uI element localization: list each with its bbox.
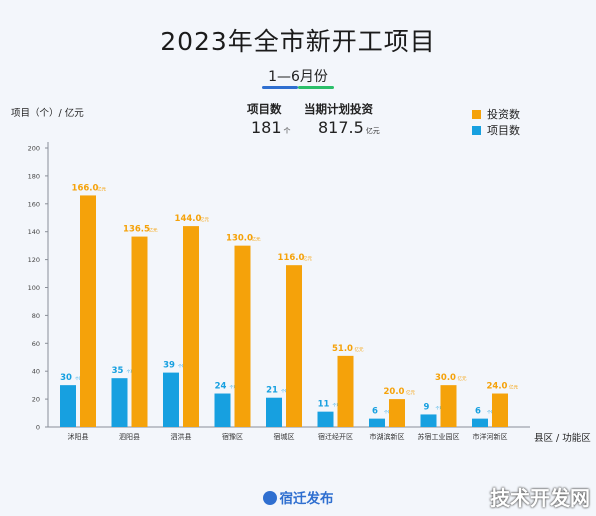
footer-label: 宿迁发布	[279, 491, 334, 507]
footer-brand: 宿迁发布	[0, 487, 596, 507]
data-label-investment: 24.0	[487, 382, 508, 392]
x-tick-label: 宿豫区	[222, 432, 243, 441]
bar-projects	[369, 418, 385, 427]
data-unit-investment: 亿元	[458, 375, 467, 382]
data-label-projects: 39	[163, 361, 175, 371]
y-tick-label: 180	[28, 172, 40, 180]
legend-label-invest: 投资数	[487, 108, 520, 121]
bar-projects	[472, 418, 488, 427]
x-tick-label: 泗洪县	[171, 432, 192, 441]
x-tick-label: 苏宿工业园区	[418, 432, 460, 441]
data-label-projects: 30	[60, 373, 72, 383]
y-tick-label: 80	[32, 312, 40, 320]
stat-label-projects: 项目数	[247, 102, 282, 116]
legend-item-projects: 项目数	[472, 122, 520, 138]
bar-projects	[214, 393, 231, 427]
x-tick-label: 宿城区	[274, 432, 295, 441]
data-label-projects: 9	[424, 402, 430, 412]
bar-investment	[234, 245, 251, 427]
data-label-investment: 144.0	[175, 214, 202, 224]
bar-projects	[317, 411, 334, 427]
stat-label-investment: 当期计划投资	[304, 102, 373, 116]
y-tick-label: 60	[32, 340, 40, 348]
data-label-investment: 166.0	[72, 183, 99, 193]
y-tick-label: 40	[32, 368, 40, 376]
data-label-projects: 24	[215, 382, 227, 392]
data-label-projects: 35	[112, 366, 124, 376]
bar-investment	[440, 385, 457, 427]
bar-investment	[337, 355, 354, 427]
stat-unit-projects: 个	[283, 127, 291, 135]
x-tick-label: 市洋河新区	[473, 432, 508, 441]
data-unit-investment: 亿元	[509, 384, 518, 391]
bar-projects	[60, 385, 76, 427]
data-label-investment: 51.0	[332, 344, 353, 354]
legend-swatch-invest	[472, 109, 481, 119]
data-label-investment: 20.0	[384, 387, 405, 397]
data-label-investment: 116.0	[278, 253, 305, 263]
data-unit-investment: 亿元	[200, 216, 209, 223]
legend-item-invest: 投资数	[472, 106, 520, 122]
y-tick-label: 0	[36, 424, 40, 432]
legend-label-projects: 项目数	[487, 124, 520, 137]
x-tick-label: 沭阳县	[68, 432, 89, 441]
period-underline-left	[262, 86, 298, 89]
bar-investment	[492, 393, 508, 427]
data-label-projects: 6	[475, 407, 481, 417]
y-tick-label: 160	[28, 200, 40, 208]
y-tick-label: 100	[28, 284, 40, 292]
data-unit-investment: 亿元	[149, 227, 158, 234]
y-axis-label: 项目（个）/ 亿元	[11, 108, 84, 119]
axis-layer: 0 20 40 60 80 100 120 140 160 180 200	[28, 142, 530, 432]
bar-investment	[80, 195, 96, 427]
stat-unit-investment: 亿元	[365, 127, 380, 135]
period-label: 1—6月份	[268, 69, 328, 85]
data-unit-investment: 亿元	[97, 185, 106, 192]
stat-number-projects: 181	[251, 118, 282, 137]
data-label-investment: 130.0	[226, 234, 253, 244]
data-unit-investment: 亿元	[406, 389, 415, 396]
legend-swatch-projects	[472, 125, 481, 135]
y-tick-label: 140	[28, 228, 40, 236]
bars-layer: 30个项目166.0亿元沭阳县35个项目136.5亿元泗阳县39个项目144.0…	[60, 183, 518, 441]
x-axis-label: 县区 / 功能区	[534, 433, 591, 444]
data-unit-investment: 亿元	[252, 236, 261, 243]
stat-number-investment: 817.5	[318, 118, 364, 137]
y-tick-label: 120	[28, 256, 40, 264]
data-unit-investment: 亿元	[355, 346, 364, 353]
y-tick-label: 20	[32, 396, 40, 404]
data-label-projects: 11	[318, 400, 330, 410]
data-unit-investment: 亿元	[303, 255, 312, 262]
bar-investment	[183, 226, 199, 427]
bar-investment	[389, 399, 405, 427]
bar-investment	[286, 265, 302, 427]
data-label-projects: 6	[372, 407, 378, 417]
y-tick-label: 200	[28, 145, 40, 153]
stat-value-projects: 181 个	[251, 118, 291, 137]
x-tick-label: 泗阳县	[119, 432, 140, 441]
bar-projects	[266, 397, 282, 427]
x-tick-label: 宿迁经开区	[318, 432, 353, 441]
data-label-investment: 30.0	[435, 373, 456, 383]
bar-projects	[111, 378, 128, 427]
period-underline-right	[298, 86, 334, 89]
chart-title: 2023年全市新开工项目	[160, 27, 436, 56]
brand-logo-icon	[262, 491, 277, 505]
watermark: 技术开发网	[490, 486, 590, 510]
data-label-investment: 136.5	[123, 225, 150, 235]
stat-value-investment: 817.5 亿元	[318, 118, 380, 137]
x-tick-label: 市湖滨新区	[370, 432, 405, 441]
bar-projects	[163, 372, 179, 427]
bar-projects	[420, 414, 437, 427]
bar-investment	[131, 236, 148, 427]
data-label-projects: 21	[266, 386, 278, 396]
